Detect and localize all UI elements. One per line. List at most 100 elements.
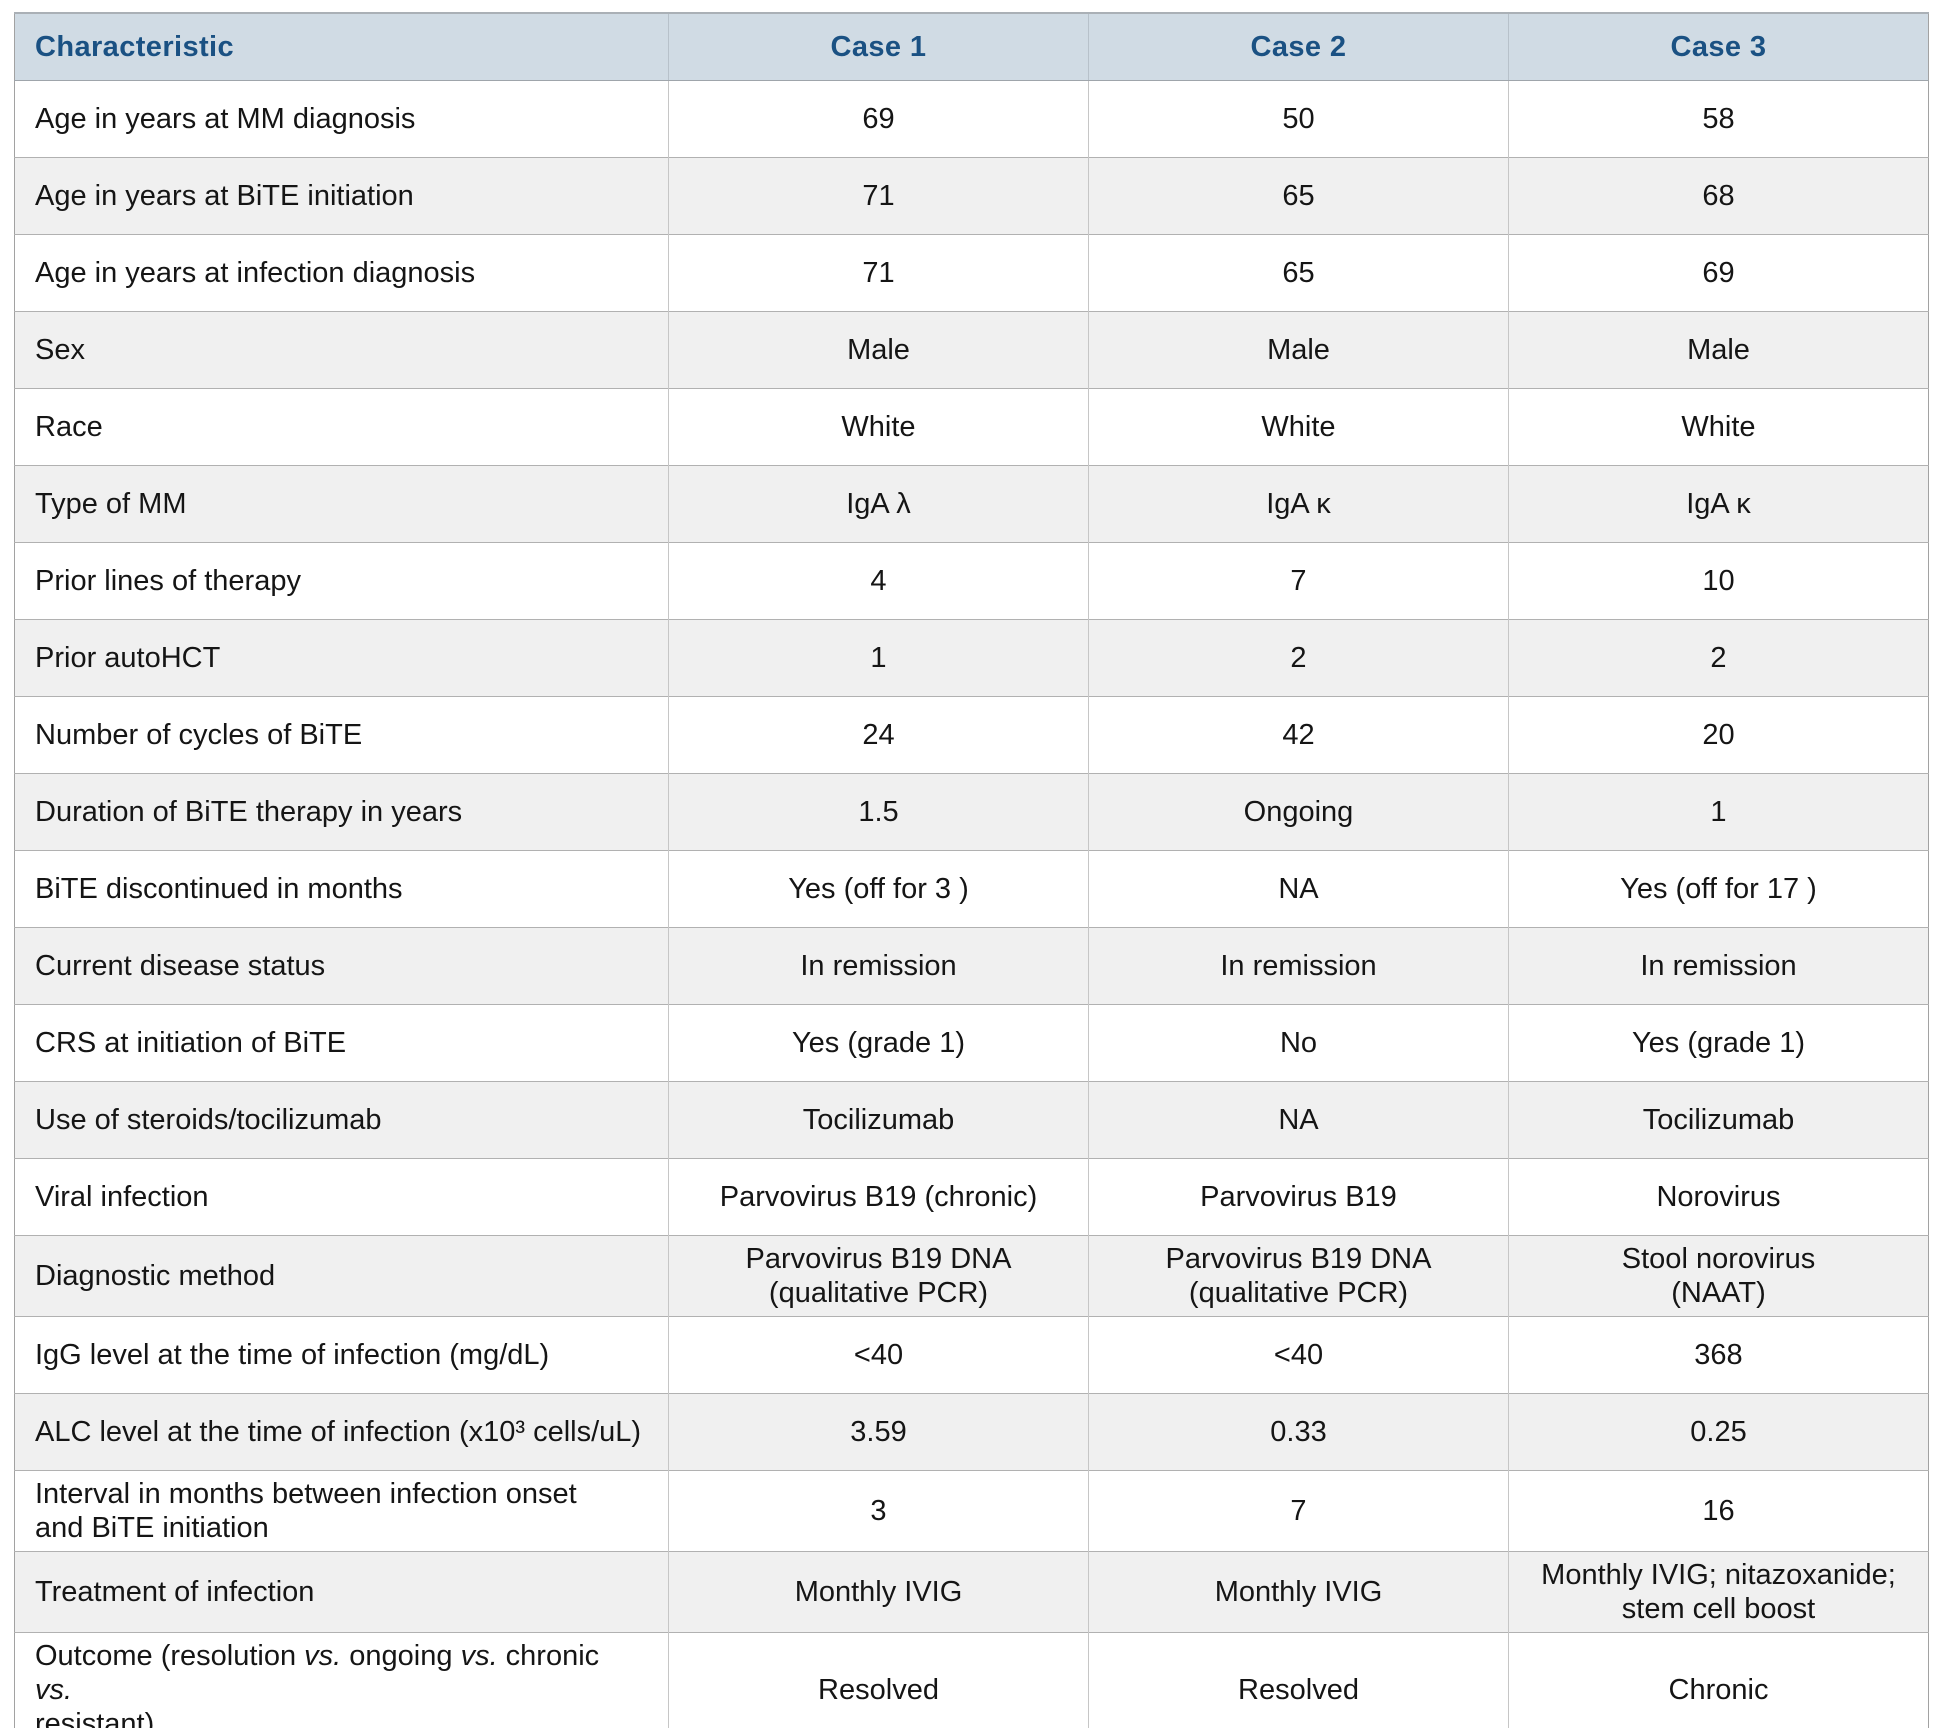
cell-value: IgA κ xyxy=(1508,465,1929,543)
cell-value: Monthly IVIG xyxy=(668,1551,1089,1633)
cell-value: In remission xyxy=(1508,927,1929,1005)
cell-value: 7 xyxy=(1088,542,1509,620)
cell-value: White xyxy=(1508,388,1929,466)
cell-value: White xyxy=(668,388,1089,466)
row-label: BiTE discontinued in months xyxy=(35,873,403,905)
cell-value: Parvovirus B19 xyxy=(1088,1158,1509,1236)
row-label: Outcome (resolution vs. ongoing vs. chro… xyxy=(35,1640,600,1728)
cell-value: 50 xyxy=(1088,80,1509,158)
row-label: ALC level at the time of infection (x10³… xyxy=(35,1416,642,1448)
cell-value: 24 xyxy=(668,696,1089,774)
cell-value: In remission xyxy=(1088,927,1509,1005)
cell-value: In remission xyxy=(668,927,1089,1005)
table-row: Sex Male Male Male xyxy=(14,311,1929,389)
cell-value: 3 xyxy=(668,1470,1089,1552)
cell-value: 65 xyxy=(1088,234,1509,312)
table-row: IgG level at the time of infection (mg/d… xyxy=(14,1316,1929,1394)
row-label: Prior autoHCT xyxy=(35,642,221,674)
cell-value: IgA λ xyxy=(668,465,1089,543)
cell-value: 68 xyxy=(1508,157,1929,235)
table-row: Age in years at BiTE initiation 71 65 68 xyxy=(14,157,1929,235)
row-label: Viral infection xyxy=(35,1181,209,1213)
cell-value: Monthly IVIG xyxy=(1088,1551,1509,1633)
cell-value: Chronic xyxy=(1508,1632,1929,1728)
cell-value: 1.5 xyxy=(668,773,1089,851)
cell-value: Tocilizumab xyxy=(1508,1081,1929,1159)
table-row: Prior autoHCT 1 2 2 xyxy=(14,619,1929,697)
cell-value: 1 xyxy=(1508,773,1929,851)
cell-value: Male xyxy=(668,311,1089,389)
cell-value: 20 xyxy=(1508,696,1929,774)
table-row: Current disease status In remission In r… xyxy=(14,927,1929,1005)
table-header: Characteristic Case 1 Case 2 Case 3 xyxy=(14,13,1929,81)
column-header-case2: Case 2 xyxy=(1088,13,1509,81)
cell-value: 368 xyxy=(1508,1316,1929,1394)
cell-value: Male xyxy=(1088,311,1509,389)
cell-value: 58 xyxy=(1508,80,1929,158)
cell-value: 0.33 xyxy=(1088,1393,1509,1471)
table-row: ALC level at the time of infection (x10³… xyxy=(14,1393,1929,1471)
cell-value: 2 xyxy=(1508,619,1929,697)
table-row: Viral infection Parvovirus B19 (chronic)… xyxy=(14,1158,1929,1236)
row-label: Sex xyxy=(35,334,85,366)
cell-value: White xyxy=(1088,388,1509,466)
cell-value: Parvovirus B19 (chronic) xyxy=(668,1158,1089,1236)
cell-value: Parvovirus B19 DNA (qualitative PCR) xyxy=(1088,1235,1509,1317)
cell-value: Monthly IVIG; nitazoxanide; stem cell bo… xyxy=(1508,1551,1929,1633)
row-label: Age in years at MM diagnosis xyxy=(35,103,416,135)
cell-value: 71 xyxy=(668,234,1089,312)
cell-value: 16 xyxy=(1508,1470,1929,1552)
cell-value: IgA κ xyxy=(1088,465,1509,543)
cell-value: Stool norovirus (NAAT) xyxy=(1508,1235,1929,1317)
row-label: Age in years at infection diagnosis xyxy=(35,257,476,289)
cell-value: NA xyxy=(1088,850,1509,928)
cell-value: Yes (off for 3 ) xyxy=(668,850,1089,928)
table-row: BiTE discontinued in months Yes (off for… xyxy=(14,850,1929,928)
cell-value: 42 xyxy=(1088,696,1509,774)
table-row: Prior lines of therapy 4 7 10 xyxy=(14,542,1929,620)
cell-value: <40 xyxy=(668,1316,1089,1394)
column-header-case1: Case 1 xyxy=(668,13,1089,81)
table-row: CRS at initiation of BiTE Yes (grade 1) … xyxy=(14,1004,1929,1082)
cell-value: Male xyxy=(1508,311,1929,389)
cell-value: Parvovirus B19 DNA (qualitative PCR) xyxy=(668,1235,1089,1317)
column-header-characteristic: Characteristic xyxy=(14,13,669,81)
cell-value: Tocilizumab xyxy=(668,1081,1089,1159)
row-label: Age in years at BiTE initiation xyxy=(35,180,414,212)
cell-value: Yes (off for 17 ) xyxy=(1508,850,1929,928)
table-row: Age in years at MM diagnosis 69 50 58 xyxy=(14,80,1929,158)
table-row: Race White White White xyxy=(14,388,1929,466)
row-label: Race xyxy=(35,411,103,443)
table-row: Duration of BiTE therapy in years 1.5 On… xyxy=(14,773,1929,851)
cell-value: 69 xyxy=(1508,234,1929,312)
cell-value: No xyxy=(1088,1004,1509,1082)
table-row: Number of cycles of BiTE 24 42 20 xyxy=(14,696,1929,774)
cell-value: Resolved xyxy=(668,1632,1089,1728)
cell-value: 2 xyxy=(1088,619,1509,697)
table-row: Interval in months between infection ons… xyxy=(14,1470,1929,1552)
cell-value: 1 xyxy=(668,619,1089,697)
cell-value: 0.25 xyxy=(1508,1393,1929,1471)
header-row: Characteristic Case 1 Case 2 Case 3 xyxy=(14,13,1929,81)
cell-value: 3.59 xyxy=(668,1393,1089,1471)
table-body: Age in years at MM diagnosis 69 50 58 Ag… xyxy=(14,80,1929,1728)
column-header-case3: Case 3 xyxy=(1508,13,1929,81)
cell-value: 10 xyxy=(1508,542,1929,620)
cell-value: <40 xyxy=(1088,1316,1509,1394)
row-label: Number of cycles of BiTE xyxy=(35,719,363,751)
cell-value: Norovirus xyxy=(1508,1158,1929,1236)
cell-value: Yes (grade 1) xyxy=(1508,1004,1929,1082)
table-row: Treatment of infection Monthly IVIG Mont… xyxy=(14,1551,1929,1633)
row-label: Interval in months between infection ons… xyxy=(35,1478,577,1544)
row-label: IgG level at the time of infection (mg/d… xyxy=(35,1339,550,1371)
cell-value: 69 xyxy=(668,80,1089,158)
table-row: Diagnostic method Parvovirus B19 DNA (qu… xyxy=(14,1235,1929,1317)
row-label: Duration of BiTE therapy in years xyxy=(35,796,463,828)
table-row: Outcome (resolution vs. ongoing vs. chro… xyxy=(14,1632,1929,1728)
row-label: Prior lines of therapy xyxy=(35,565,301,597)
row-label: CRS at initiation of BiTE xyxy=(35,1027,347,1059)
case-comparison-table: Characteristic Case 1 Case 2 Case 3 Age … xyxy=(14,12,1929,1728)
cell-value: Ongoing xyxy=(1088,773,1509,851)
cell-value: 65 xyxy=(1088,157,1509,235)
cell-value: Yes (grade 1) xyxy=(668,1004,1089,1082)
